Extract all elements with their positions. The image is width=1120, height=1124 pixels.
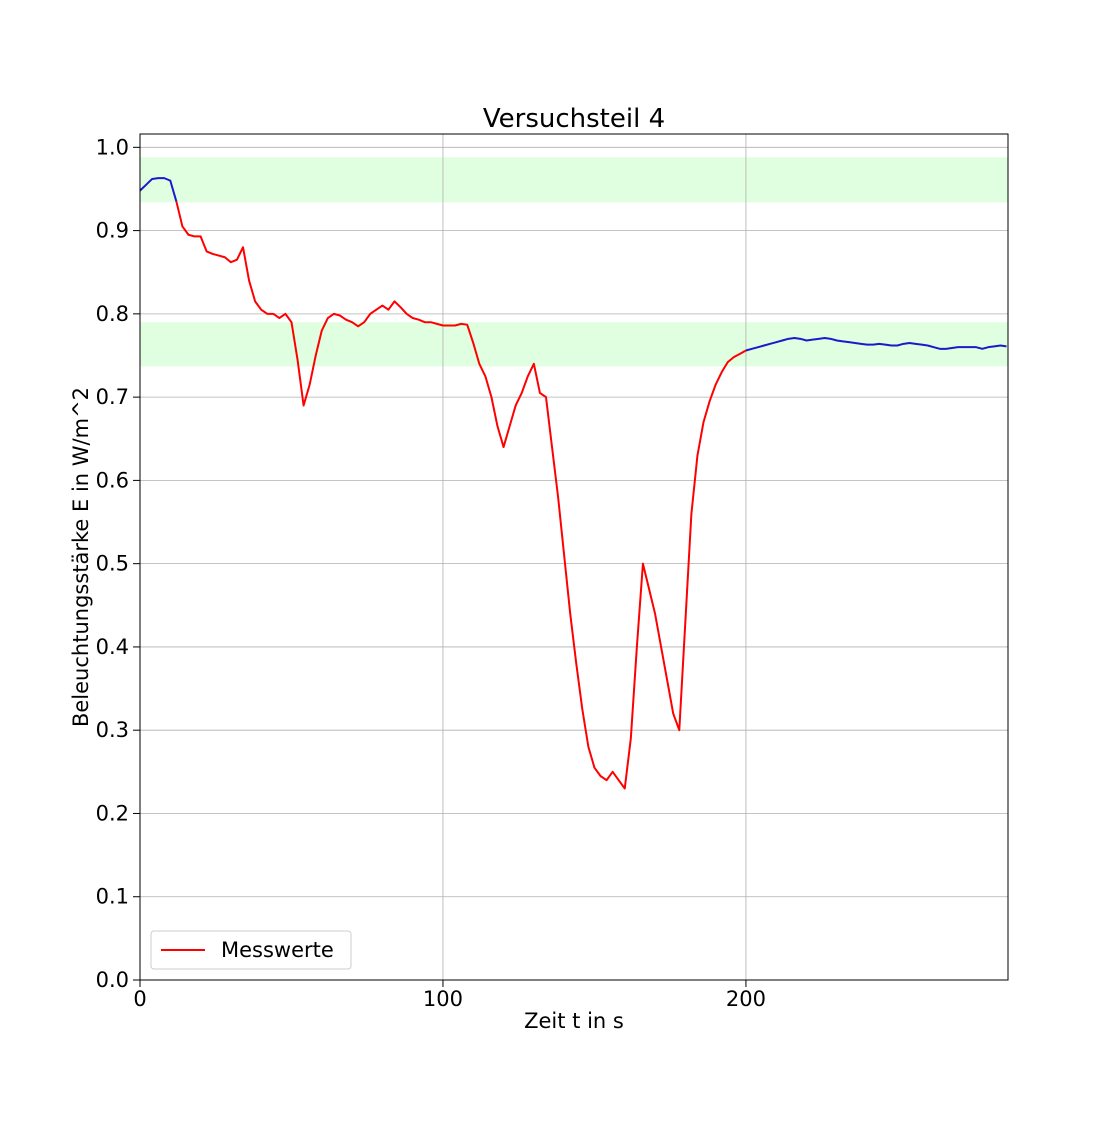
y-tick-label: 0.0 — [96, 968, 129, 992]
y-tick-label: 0.8 — [96, 302, 129, 326]
legend-box — [150, 930, 352, 970]
y-tick-label: 0.5 — [96, 552, 129, 576]
band — [140, 157, 1008, 203]
y-axis-label: Beleuchtungsstärke E in W/m^2 — [69, 387, 93, 727]
legend: Messwerte — [150, 930, 352, 970]
y-tick-label: 0.2 — [96, 801, 129, 825]
y-tick-label: 0.6 — [96, 468, 129, 492]
y-tick-label: 0.1 — [96, 885, 129, 909]
x-tick-label: 100 — [423, 987, 463, 1011]
y-tick-label: 0.3 — [96, 718, 129, 742]
data-line — [139, 177, 1007, 352]
data-line — [175, 201, 747, 790]
x-tick-label: 0 — [133, 987, 146, 1011]
plot-frame — [139, 133, 1009, 981]
chart-title: Versuchsteil 4 — [483, 104, 665, 134]
y-tick-label: 0.7 — [96, 385, 129, 409]
x-axis-label: Zeit t in s — [524, 1009, 624, 1033]
y-tick-label: 0.4 — [96, 635, 129, 659]
y-tick-label: 1.0 — [96, 135, 129, 159]
x-tick-label: 200 — [726, 987, 766, 1011]
legend-label: Messwerte — [221, 938, 334, 962]
y-tick-label: 0.9 — [96, 219, 129, 243]
